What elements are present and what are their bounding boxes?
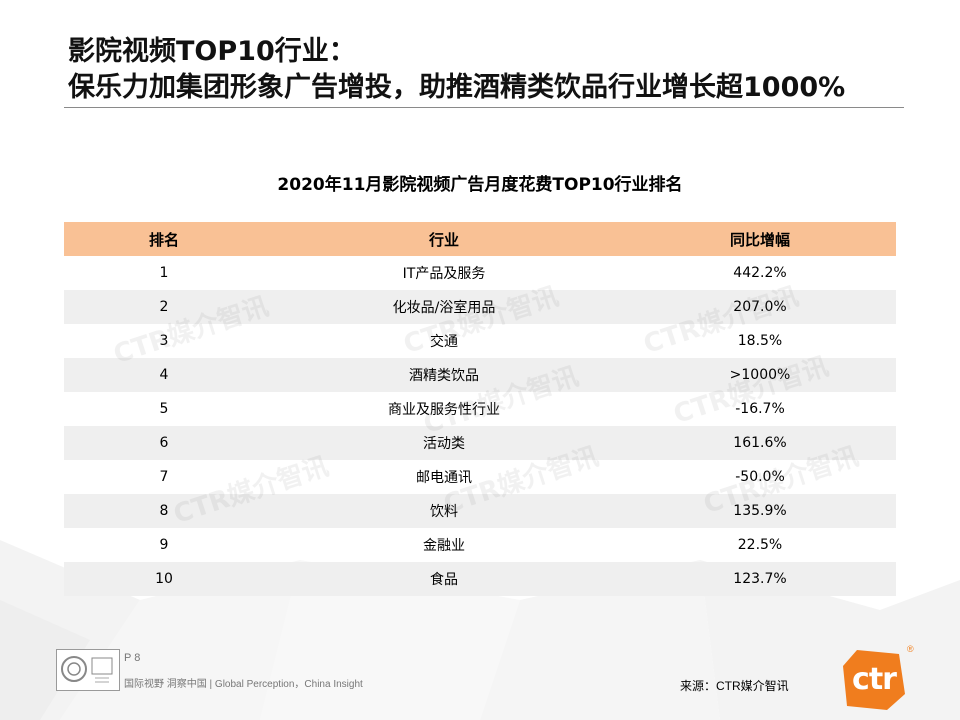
cell-growth: 442.2% <box>733 265 787 281</box>
table-row: 1 IT产品及服务 442.2% <box>64 256 896 290</box>
table-row: 2 化妆品/浴室用品 207.0% <box>64 290 896 324</box>
table-row: 3 交通 18.5% <box>64 324 896 358</box>
cell-rank: 4 <box>64 358 264 392</box>
cell-growth: 207.0% <box>624 290 896 324</box>
title-divider <box>64 107 904 108</box>
table-row: 7 邮电通讯 -50.0% <box>64 460 896 494</box>
cell-rank: 6 <box>64 426 264 460</box>
cell-growth: -16.7% <box>735 401 785 417</box>
table-row: 6 活动类 161.6% <box>64 426 896 460</box>
table-row: 4 酒精类饮品 >1000% <box>64 358 896 392</box>
table-row: 5 商业及服务性行业 -16.7% <box>64 392 896 426</box>
table-row: 8 饮料 135.9% <box>64 494 896 528</box>
page-number: P 8 <box>124 652 141 664</box>
cell-industry: 酒精类饮品 <box>264 358 624 392</box>
cell-rank: 3 <box>159 333 169 349</box>
logo-shape-icon <box>843 650 905 710</box>
page-title: 影院视频TOP10行业： 保乐力加集团形象广告增投，助推酒精类饮品行业增长超10… <box>68 34 845 106</box>
ranking-table: 排名 行业 同比增幅 1 IT产品及服务 442.2% 2 化妆品/浴室用品 2… <box>64 222 896 596</box>
table-row: 10 食品 123.7% <box>64 562 896 596</box>
table-row: 9 金融业 22.5% <box>64 528 896 562</box>
cell-industry: 饮料 <box>264 494 624 528</box>
header-rank: 排名 <box>64 222 264 256</box>
cell-industry: 商业及服务性行业 <box>388 402 500 418</box>
cell-rank: 10 <box>64 562 264 596</box>
cell-industry: 活动类 <box>264 426 624 460</box>
cell-growth: 161.6% <box>624 426 896 460</box>
title-line-1: 影院视频TOP10行业： <box>68 36 356 67</box>
cell-rank: 1 <box>159 265 169 281</box>
cert-seal-icon <box>61 656 113 683</box>
cell-growth: 123.7% <box>624 562 896 596</box>
cell-growth: -50.0% <box>735 469 785 485</box>
cell-rank: 5 <box>159 401 169 417</box>
registered-mark: ® <box>907 644 914 654</box>
logo-text: ctr <box>852 662 897 697</box>
header-industry: 行业 <box>264 222 624 256</box>
cell-growth: 18.5% <box>737 333 783 349</box>
cell-industry: 化妆品/浴室用品 <box>264 290 624 324</box>
cell-rank: 8 <box>64 494 264 528</box>
table-header-row: 排名 行业 同比增幅 <box>64 222 896 256</box>
cell-rank: 7 <box>159 469 169 485</box>
title-line-2: 保乐力加集团形象广告增投，助推酒精类饮品行业增长超1000% <box>68 72 846 103</box>
cell-rank: 9 <box>159 537 169 553</box>
cell-rank: 2 <box>64 290 264 324</box>
certification-badge <box>56 649 120 691</box>
cell-industry: 金融业 <box>423 538 465 554</box>
cell-industry: 交通 <box>430 334 458 350</box>
table-title: 2020年11月影院视频广告月度花费TOP10行业排名 <box>277 175 683 195</box>
cell-industry: IT产品及服务 <box>402 266 486 282</box>
ctr-logo: ctr <box>843 648 905 710</box>
cell-industry: 食品 <box>264 562 624 596</box>
header-growth: 同比增幅 <box>624 222 896 256</box>
cell-growth: 22.5% <box>737 537 783 553</box>
cell-industry: 邮电通讯 <box>416 470 472 486</box>
cell-growth: >1000% <box>624 358 896 392</box>
cell-growth: 135.9% <box>624 494 896 528</box>
source-note: 来源：CTR媒介智讯 <box>680 679 789 693</box>
footer-tagline: 国际视野 洞察中国 | Global Perception，China Insi… <box>124 679 363 690</box>
